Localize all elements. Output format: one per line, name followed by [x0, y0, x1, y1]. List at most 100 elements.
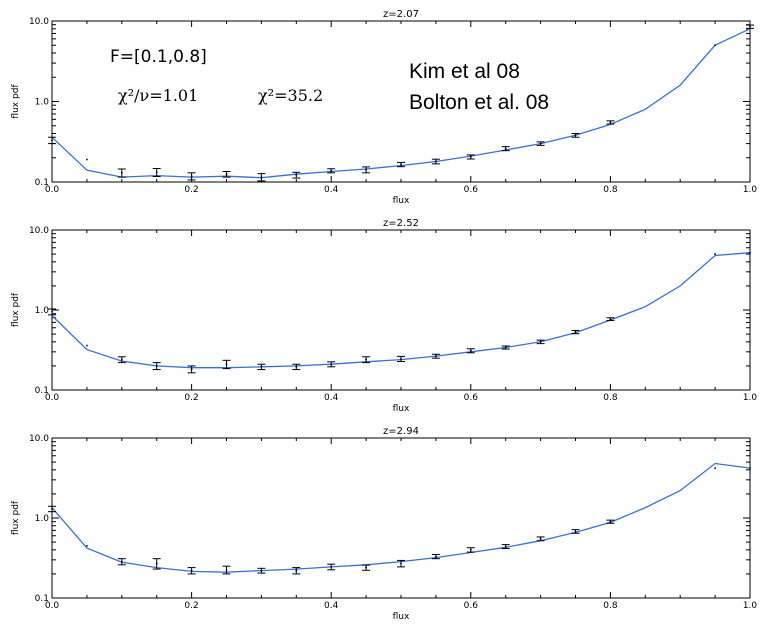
data-point-errorbar	[117, 168, 126, 178]
data-point-errorbar	[257, 363, 266, 371]
data-point-errorbar	[152, 558, 161, 570]
data-point	[469, 156, 472, 158]
panel-title: z=2.94	[383, 426, 419, 437]
data-point-errorbar	[292, 171, 301, 179]
x-tick-label: 0.0	[45, 185, 60, 195]
x-tick-label: 1.0	[743, 393, 758, 403]
annotation-flux-range: F=[0.1,0.8]	[110, 47, 207, 67]
annotation-chi2: χ²=35.2	[258, 86, 323, 105]
data-point	[574, 331, 577, 333]
data-point	[295, 174, 298, 176]
data-point-errorbar	[466, 547, 475, 553]
data-point-errorbar	[48, 136, 56, 145]
data-point	[504, 147, 507, 150]
data-point-errorbar	[749, 251, 751, 254]
data-point	[749, 467, 751, 470]
data-point-errorbar	[536, 536, 545, 542]
data-point-errorbar	[606, 317, 615, 321]
data-point-errorbar	[86, 158, 88, 161]
data-point	[120, 358, 123, 361]
x-tick-label: 0.8	[603, 185, 618, 195]
data-point	[225, 363, 228, 366]
chi-value: /ν=1.01	[134, 86, 198, 105]
x-tick-label: 1.0	[743, 185, 758, 195]
data-point	[435, 160, 437, 163]
data-point-errorbar	[397, 161, 405, 168]
data-point-errorbar	[571, 133, 580, 138]
data-point-errorbar	[749, 467, 751, 470]
data-point	[365, 168, 367, 171]
data-point-errorbar	[327, 168, 336, 174]
data-point	[330, 565, 333, 568]
data-point-errorbar	[292, 567, 301, 575]
model-line	[51, 462, 751, 573]
annotations: F=[0.1,0.8] χ²/ν=1.01 χ²=35.2 Kim et al …	[110, 47, 549, 114]
y-tick-label: 0.1	[35, 178, 49, 188]
data-point	[714, 253, 716, 255]
x-tick-label: 1.0	[743, 601, 758, 611]
data-point	[120, 171, 123, 174]
chi-value: =35.2	[274, 86, 323, 105]
data-point-errorbar	[431, 158, 440, 165]
x-tick-label: 0.8	[603, 601, 618, 611]
data-point-errorbar	[362, 166, 371, 174]
annotation-kim: Kim et al 08	[409, 60, 520, 83]
data-point	[504, 545, 507, 548]
data-point-errorbar	[187, 365, 196, 374]
data-point-errorbar	[714, 44, 716, 47]
chi-symbol: χ	[118, 86, 128, 105]
data-point	[51, 139, 53, 142]
data-point-errorbar	[117, 356, 126, 364]
data-point-errorbar	[397, 355, 405, 363]
data-point	[609, 520, 612, 523]
plot-frame	[51, 437, 751, 599]
data-point-errorbar	[362, 356, 371, 364]
panel-title: z=2.52	[383, 218, 419, 229]
data-point-errorbar	[571, 529, 580, 534]
y-tick-label: 0.1	[35, 386, 49, 396]
data-point-errorbar	[466, 154, 475, 160]
data-point	[365, 358, 367, 361]
data-point-errorbar	[327, 361, 336, 368]
data-point-errorbar	[571, 329, 580, 335]
chi-exponent: ²	[128, 86, 134, 105]
data-point-errorbar	[746, 24, 754, 29]
data-point-errorbar	[152, 362, 161, 371]
data-point	[330, 363, 333, 366]
data-point	[260, 569, 263, 572]
data-point-errorbar	[48, 308, 56, 316]
data-point-errorbar	[187, 172, 196, 181]
data-point	[574, 134, 577, 137]
model-line	[51, 252, 751, 369]
data-point	[190, 175, 193, 178]
data-point	[539, 340, 542, 343]
data-point-errorbar	[501, 345, 510, 350]
panel-title: z=2.07	[383, 9, 419, 20]
x-axis-title: flux	[393, 404, 410, 414]
data-point-errorbar	[431, 353, 440, 359]
data-point	[155, 365, 158, 367]
data-point	[469, 548, 472, 551]
chart-panel-1: z=2.07 0.0 0.2 0.4 0.6 0.8 1.0 0.1 1.0 10.0 flux fl…	[11, 9, 757, 206]
x-axis-title: flux	[393, 196, 410, 206]
annotation-bolton: Bolton et al. 08	[409, 91, 549, 114]
data-point-errorbar	[397, 559, 405, 568]
y-tick-label: 1.0	[35, 514, 50, 524]
data-point	[400, 357, 402, 360]
y-tick-label: 1.0	[35, 306, 50, 316]
x-tick-label: 0.2	[184, 185, 198, 195]
x-tick-label: 0.2	[184, 601, 198, 611]
data-point	[539, 537, 542, 540]
data-point-errorbar	[117, 558, 126, 566]
chi-symbol: χ	[258, 86, 268, 105]
x-tick-label: 0.2	[184, 393, 198, 403]
data-point	[365, 566, 367, 569]
data-point	[749, 251, 751, 254]
data-point-errorbar	[606, 120, 615, 125]
data-point	[574, 530, 577, 533]
y-tick-label: 10.0	[29, 226, 49, 236]
data-point	[260, 365, 263, 368]
x-tick-label: 0.0	[45, 393, 60, 403]
data-point	[609, 318, 612, 320]
